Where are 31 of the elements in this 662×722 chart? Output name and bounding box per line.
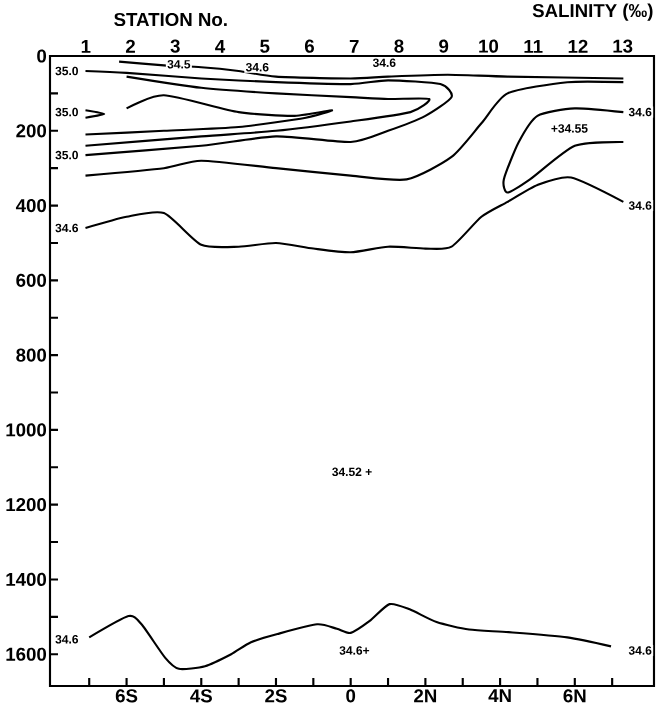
x-tick-label: 0	[346, 689, 356, 703]
x2-tick-label: 9	[439, 39, 449, 53]
x2-tick-label: 8	[394, 39, 404, 53]
x-tick-label: 2S	[265, 689, 287, 703]
chart-title: SALINITY (‰)	[532, 3, 653, 21]
y-tick-label: 0	[37, 49, 47, 63]
x-tick-label: 4N	[488, 689, 511, 703]
x-tick-label: 4S	[190, 689, 212, 703]
y-tick-label: 200	[16, 124, 47, 138]
x2-tick-label: 12	[568, 39, 588, 53]
x2-tick-label: 4	[215, 39, 226, 53]
x2-tick-label: 13	[613, 39, 633, 53]
y-tick-label: 1400	[6, 572, 47, 587]
x2-tick-label: 3	[170, 39, 180, 53]
y-tick-label: 1000	[6, 423, 47, 437]
x-tick-label: 6N	[563, 689, 586, 703]
y-tick-label: 400	[15, 198, 47, 213]
x2-axis-title: STATION No.	[114, 12, 227, 27]
x2-tick-label: 5	[260, 39, 270, 53]
x-tick-label: 2N	[414, 689, 437, 703]
y-tick-label: 600	[16, 273, 47, 287]
x-tick-label: 6S	[115, 689, 138, 703]
x2-tick-label: 10	[479, 39, 499, 53]
x2-tick-label: 1	[81, 39, 91, 53]
y-tick-label: 1600	[6, 647, 47, 661]
y-tick-label: 800	[16, 348, 47, 362]
x2-tick-label: 2	[125, 39, 135, 53]
x2-tick-label: 6	[304, 39, 314, 53]
y-tick-label: 1200	[6, 498, 47, 512]
x2-tick-label: 7	[349, 39, 359, 53]
x2-tick-label: 11	[524, 39, 543, 53]
